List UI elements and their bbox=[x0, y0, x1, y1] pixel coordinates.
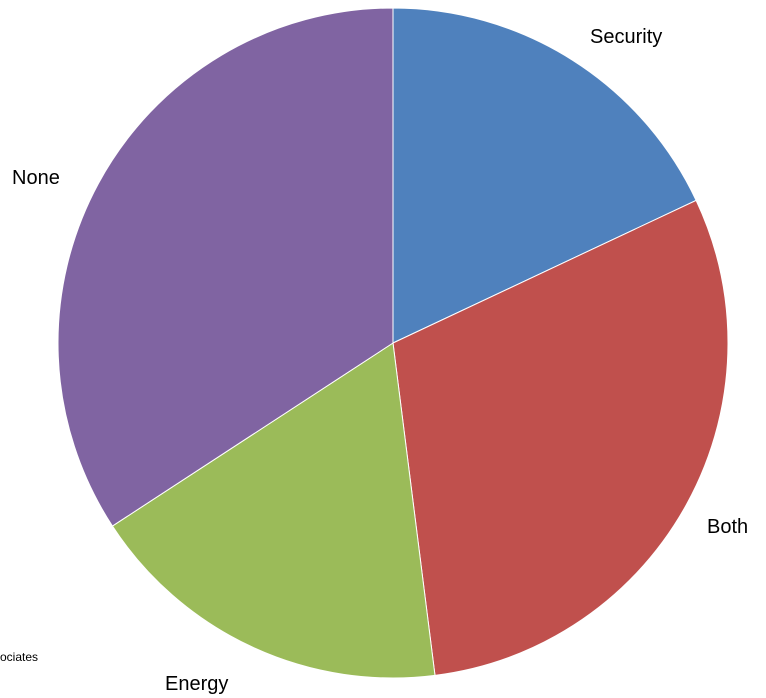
pie-slice-security bbox=[392, 7, 697, 344]
slice-label-energy: Energy bbox=[165, 673, 228, 695]
pie-slices bbox=[57, 7, 729, 679]
slice-label-security: Security bbox=[590, 26, 662, 48]
pie-slice-none bbox=[57, 7, 394, 527]
source-note: ociates bbox=[0, 650, 38, 664]
pie-slice-both bbox=[392, 199, 729, 676]
pie-labels: Security Both Energy None bbox=[12, 26, 748, 695]
slice-label-both: Both bbox=[707, 516, 748, 538]
pie-slice-energy bbox=[111, 342, 436, 679]
slice-label-none: None bbox=[12, 167, 60, 189]
